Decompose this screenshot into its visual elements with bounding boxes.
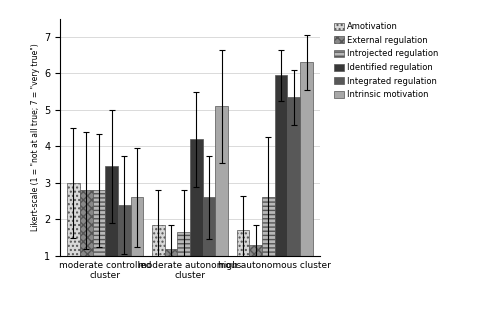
Bar — [262, 197, 275, 256]
Legend: Amotivation, External regulation, Introjected regulation, Identified regulation,: Amotivation, External regulation, Introj… — [332, 21, 440, 101]
Bar — [178, 232, 190, 256]
Bar — [105, 167, 118, 256]
Bar — [118, 205, 130, 256]
Bar — [80, 190, 92, 256]
Bar — [152, 225, 164, 256]
Bar — [216, 106, 228, 256]
Bar — [288, 97, 300, 256]
Y-axis label: Likert-scale (1 = "not at all true; 7 = "very true"): Likert-scale (1 = "not at all true; 7 = … — [31, 43, 40, 231]
Bar — [190, 139, 202, 256]
Bar — [275, 75, 287, 256]
Bar — [130, 197, 143, 256]
Bar — [92, 190, 105, 256]
Bar — [67, 183, 80, 256]
Bar — [164, 249, 177, 256]
Bar — [250, 245, 262, 256]
Bar — [236, 230, 250, 256]
Bar — [300, 62, 313, 256]
Bar — [202, 197, 215, 256]
